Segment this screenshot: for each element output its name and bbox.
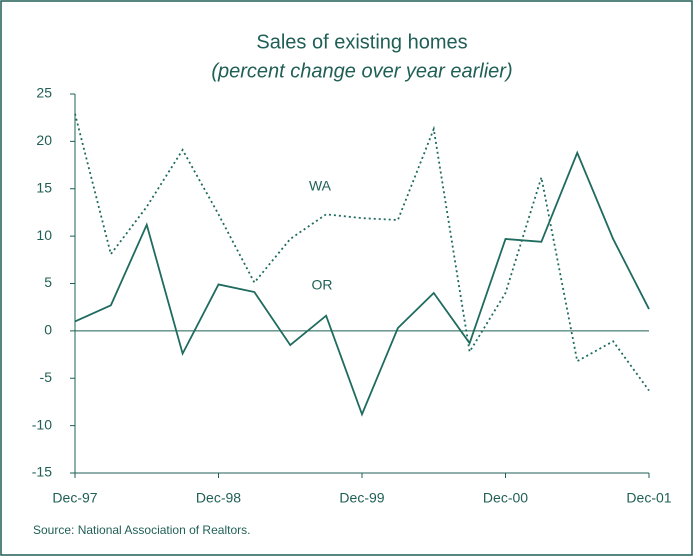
y-tick-label: 15 [36, 179, 52, 195]
x-tick-label: Dec-97 [52, 490, 97, 506]
chart-title: Sales of existing homes [256, 31, 467, 53]
y-tick-label: 20 [36, 132, 52, 148]
y-tick-label: 10 [36, 227, 52, 243]
y-tick-label: 25 [36, 85, 52, 101]
y-tick-label: -15 [32, 464, 52, 480]
line-series [74, 150, 650, 417]
y-tick-label: 5 [44, 274, 52, 290]
series-label: OR [312, 277, 333, 293]
x-tick-label: Dec-01 [626, 490, 671, 506]
x-tick-label: Dec-00 [483, 490, 528, 506]
y-tick-label: -10 [32, 416, 52, 432]
y-tick-label: 0 [44, 322, 52, 338]
chart-subtitle: (percent change over year earlier) [211, 60, 512, 82]
y-tick-label: -5 [40, 369, 53, 385]
series-label: WA [309, 178, 332, 194]
x-tick-label: Dec-99 [339, 490, 384, 506]
x-tick-label: Dec-98 [196, 490, 241, 506]
source-note: Source: National Association of Realtors… [33, 523, 250, 537]
